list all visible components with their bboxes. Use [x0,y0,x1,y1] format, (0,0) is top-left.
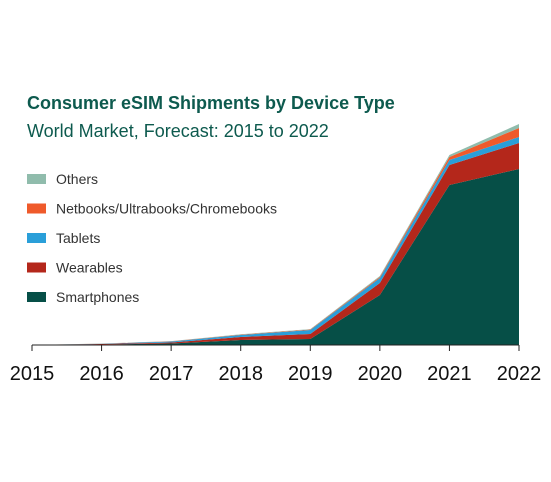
x-axis: 2015 2016 2017 2018 2019 2020 2021 2022 [10,344,542,385]
legend-label-wearables: Wearables [56,260,123,276]
x-tick-label: 2022 [497,363,542,385]
area-smartphones [32,169,519,345]
legend-swatch-wearables [27,262,46,273]
legend: Others Netbooks/Ultrabooks/Chromebooks Tab… [27,171,277,305]
area-netbooks-ultrabooks-chromebooks [32,128,519,345]
area-wearables [32,143,519,345]
chart-subtitle: World Market, Forecast: 2015 to 2022 [27,121,329,141]
legend-swatch-tablets [27,233,46,243]
legend-swatch-others [27,174,46,184]
legend-label-tablets: Tablets [56,230,100,246]
legend-label-netbooks-ultrabooks-chromebooks: Netbooks/Ultrabooks/Chromebooks [56,201,277,217]
x-tick-label: 2017 [149,363,194,385]
legend-label-smartphones: Smartphones [56,289,139,305]
x-tick-label: 2018 [218,363,263,385]
x-tick-label: 2016 [79,363,124,385]
area-series-group [32,124,519,345]
area-others [32,124,519,345]
legend-swatch-smartphones [27,292,46,302]
area-tablets [32,137,519,345]
legend-swatch-netbooks-ultrabooks-chromebooks [27,203,46,214]
x-tick-label: 2019 [288,363,333,385]
x-tick-label: 2015 [10,363,55,385]
chart-title: Consumer eSIM Shipments by Device Type [27,93,395,113]
legend-label-others: Others [56,171,98,187]
x-tick-label: 2021 [427,363,472,385]
x-tick-label: 2020 [358,363,403,385]
